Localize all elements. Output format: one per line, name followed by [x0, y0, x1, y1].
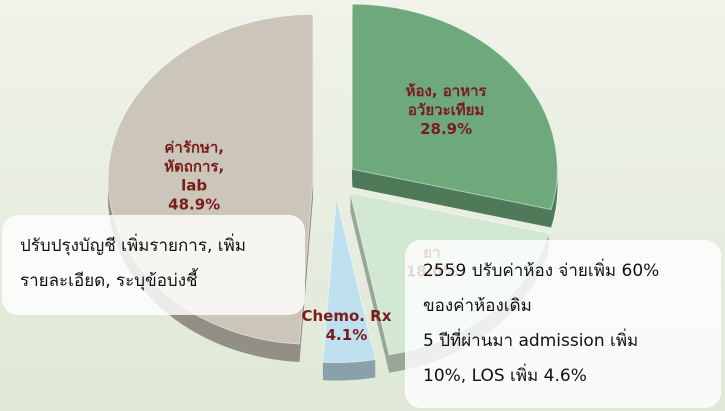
slice [351, 3, 558, 228]
slice [322, 197, 377, 381]
note-text: ปรับปรุงบัญชี เพิ่มรายการ, เพิ่มรายละเอี… [20, 233, 246, 291]
slice-label-line: หัตถการ, [164, 157, 224, 175]
value-label: 48.9% [168, 195, 220, 213]
note-text: 2559 ปรับค่าห้อง จ่ายเพิ่ม 60% ของค่าห้อง… [423, 258, 659, 386]
notes: ปรับปรุงบัญชี เพิ่มรายการ, เพิ่มรายละเอี… [2, 215, 721, 408]
slice-label: ห้อง, อาหารอวัยวะเทียม [406, 82, 488, 119]
note-line: ของค่าห้องเดิม [423, 296, 532, 316]
note-box [405, 240, 721, 408]
note-line: 5 ปีที่ผ่านมา admission เพิ่ม [423, 328, 638, 351]
note-line: รายละเอียด, ระบุข้อบ่งชี้ [20, 268, 199, 291]
value-label: 4.1% [326, 326, 368, 344]
note-line: ปรับปรุงบัญชี เพิ่มรายการ, เพิ่ม [20, 233, 246, 256]
slice-label-line: อวัยวะเทียม [408, 101, 484, 119]
note-line: 2559 ปรับค่าห้อง จ่ายเพิ่ม 60% [423, 258, 659, 281]
value-label: 28.9% [420, 120, 472, 138]
slice-label: Chemo. Rx [301, 307, 391, 325]
slice-label: ค่ารักษา,หัตถการ, lab [164, 138, 224, 194]
slice-label-line: Chemo. Rx [301, 307, 391, 325]
slice-label-line: lab [181, 176, 207, 194]
slice-label-line: ห้อง, อาหาร [406, 82, 488, 100]
slice-label-line: ค่ารักษา, [164, 138, 224, 156]
slice-top [322, 197, 377, 364]
slice-top [351, 3, 558, 211]
note-box [2, 215, 305, 315]
note-line: 10%, LOS เพิ่ม 4.6% [423, 363, 587, 386]
